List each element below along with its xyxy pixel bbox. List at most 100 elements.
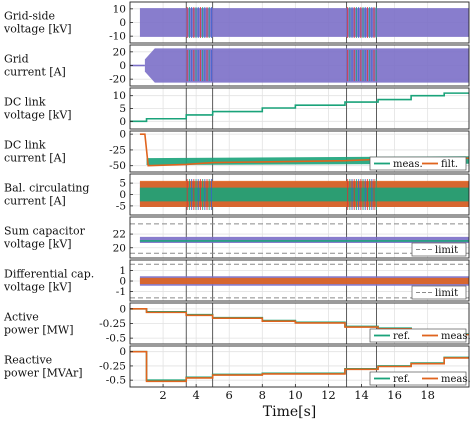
y-tick-label: 0 [119, 17, 126, 29]
series-band-orange [139, 277, 469, 285]
y-tick-label: -0.5 [106, 333, 126, 345]
legend: ref. meas. [369, 371, 471, 386]
y-tick-label: 0 [119, 189, 126, 201]
y-axis-label-line1: Active [3, 311, 39, 324]
series-group [130, 263, 469, 299]
y-tick-label: 0 [119, 303, 126, 315]
y-axis-label-line2: voltage [kV] [3, 23, 72, 36]
panel-frame [129, 130, 470, 173]
series-line-green [130, 92, 469, 123]
series-meas [130, 350, 469, 383]
y-tick-label: 10 [113, 90, 126, 102]
panel-frame [129, 216, 470, 259]
legend-box [369, 156, 467, 171]
legend-label: ref. [393, 331, 410, 342]
x-tick-label: 10 [288, 388, 303, 402]
y-axis-label-line2: current [A] [4, 66, 66, 79]
legend: meas. filt. [369, 156, 467, 171]
y-axis-label-line1: Grid-side [4, 10, 55, 23]
x-tick-label: 14 [354, 388, 369, 402]
y-tick-label: 0 [119, 346, 126, 358]
legend-label: meas. [441, 374, 471, 385]
y-axis-label-line2: voltage [kV] [3, 109, 72, 122]
y-axis-label-line1: Bal. circulating [4, 182, 89, 195]
x-tick-label: 4 [192, 388, 199, 402]
x-tick-label: 18 [420, 388, 435, 402]
y-axis-label-line2: power [MVAr] [4, 367, 83, 380]
y-tick-label: -20 [109, 74, 126, 86]
y-tick-label: 1 [119, 265, 126, 277]
y-tick-label: -0.5 [106, 375, 126, 387]
series-band-purple [139, 236, 469, 243]
y-axis-label-line1: DC link [4, 96, 46, 109]
y-axis-label-line1: Grid [4, 53, 29, 66]
series-band-purple [144, 48, 469, 83]
legend: limit [411, 285, 467, 300]
y-axis-label-line1: DC link [4, 139, 46, 152]
y-tick-label: -1 [116, 286, 126, 298]
legend-box [411, 242, 467, 257]
legend-label: limit [435, 288, 458, 299]
legend-box [369, 328, 467, 343]
x-tick-label: 16 [387, 388, 402, 402]
y-tick-label: 0 [119, 116, 126, 128]
x-tick-label: 6 [226, 388, 233, 402]
legend-label: meas. [441, 331, 471, 342]
series-group [139, 7, 469, 38]
y-tick-label: 22 [113, 229, 126, 241]
y-axis-label-line1: Reactive [4, 354, 52, 367]
legend: ref. meas. [369, 328, 471, 343]
series-band-green [139, 187, 469, 202]
y-axis-label-line2: current [A] [4, 152, 66, 165]
y-tick-label: -50 [109, 160, 126, 172]
x-axis-title: Time[s] [263, 404, 316, 420]
y-tick-label: -0.25 [99, 360, 126, 372]
legend-box [411, 285, 467, 300]
y-tick-label: 5 [119, 178, 126, 190]
x-tick-label: 12 [321, 388, 336, 402]
y-tick-label: -10 [109, 31, 126, 43]
panel-frame [129, 259, 470, 302]
series-group [139, 179, 469, 210]
series-band-purple [139, 8, 469, 37]
y-tick-label: 0 [119, 60, 126, 72]
legend-label: limit [435, 245, 458, 256]
series-group [130, 48, 469, 83]
legend-box [369, 371, 467, 386]
y-axis-label-line2: current [A] [4, 195, 66, 208]
y-tick-label: 20 [113, 46, 126, 58]
legend-label: filt. [441, 159, 458, 170]
panel-7: 10-1 Differential cap.voltage [kV] limit [3, 259, 470, 302]
y-tick-label: -0.25 [99, 318, 126, 330]
y-axis-label-line2: voltage [kV] [3, 281, 72, 294]
y-axis-label-line1: Sum capacitor [4, 225, 86, 238]
y-axis-label-line1: Differential cap. [4, 268, 94, 281]
series-group [130, 92, 469, 123]
panel-frame [129, 345, 470, 388]
y-tick-label: 0 [119, 129, 126, 141]
y-tick-label: 0 [119, 276, 126, 288]
y-axis-label-line2: voltage [kV] [3, 238, 72, 251]
y-tick-label: 10 [113, 3, 126, 15]
y-axis-label-line2: power [MW] [4, 324, 74, 337]
y-tick-label: 5 [119, 103, 126, 115]
x-tick-label: 2 [159, 388, 166, 402]
x-tick-label: 8 [259, 388, 266, 402]
series-filt [139, 133, 469, 167]
y-tick-label: -5 [116, 200, 126, 212]
y-tick-label: 20 [113, 242, 126, 254]
legend-label: meas. [393, 159, 423, 170]
y-tick-label: -25 [109, 144, 126, 156]
legend: limit [411, 242, 467, 257]
legend-label: ref. [393, 374, 410, 385]
series-group [130, 350, 469, 383]
